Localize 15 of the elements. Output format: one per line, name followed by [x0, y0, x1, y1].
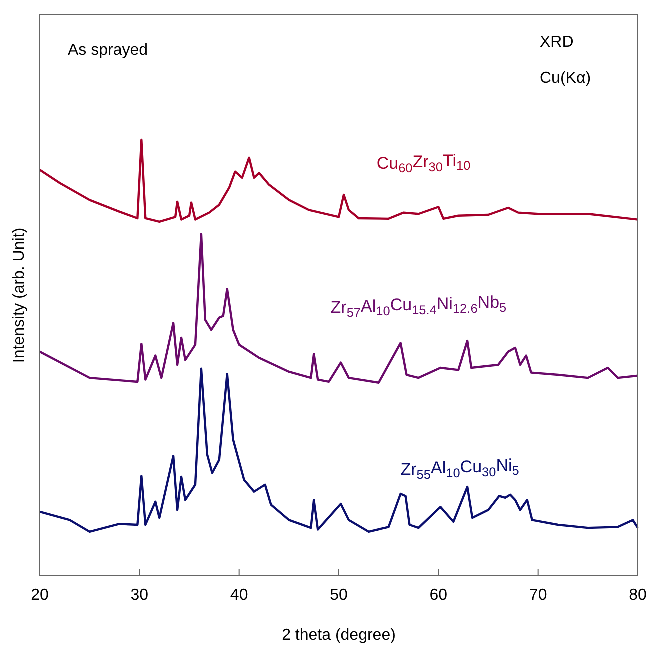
x-tick-label: 20	[31, 587, 49, 604]
x-tick-label: 60	[430, 587, 448, 604]
text: XRD	[540, 34, 574, 51]
x-tick-label: 70	[529, 587, 548, 604]
series-label: Zr$_{55}$Al$_{10}$Cu$_{30}$Ni$_{5}$	[400, 456, 520, 482]
x-tick-label: 40	[230, 587, 248, 604]
text: Zr$_{57}$Al$_{10}$Cu$_{15.4}$Ni$_{12.6}$Nb$_{5}$	[330, 293, 507, 320]
x-tick-label: 50	[330, 587, 348, 604]
y-axis-title: Intensity (arb. Unit)	[11, 228, 28, 364]
x-axis-title: 2 theta (degree)	[282, 627, 396, 644]
text: As sprayed	[68, 42, 148, 59]
x-tick-label: 30	[130, 587, 149, 604]
x-tick-label: 80	[629, 587, 647, 604]
text: Cu$_{60}$Zr$_{30}$Ti$_{10}$	[376, 151, 471, 176]
text: Cu(Kα)	[540, 70, 592, 87]
